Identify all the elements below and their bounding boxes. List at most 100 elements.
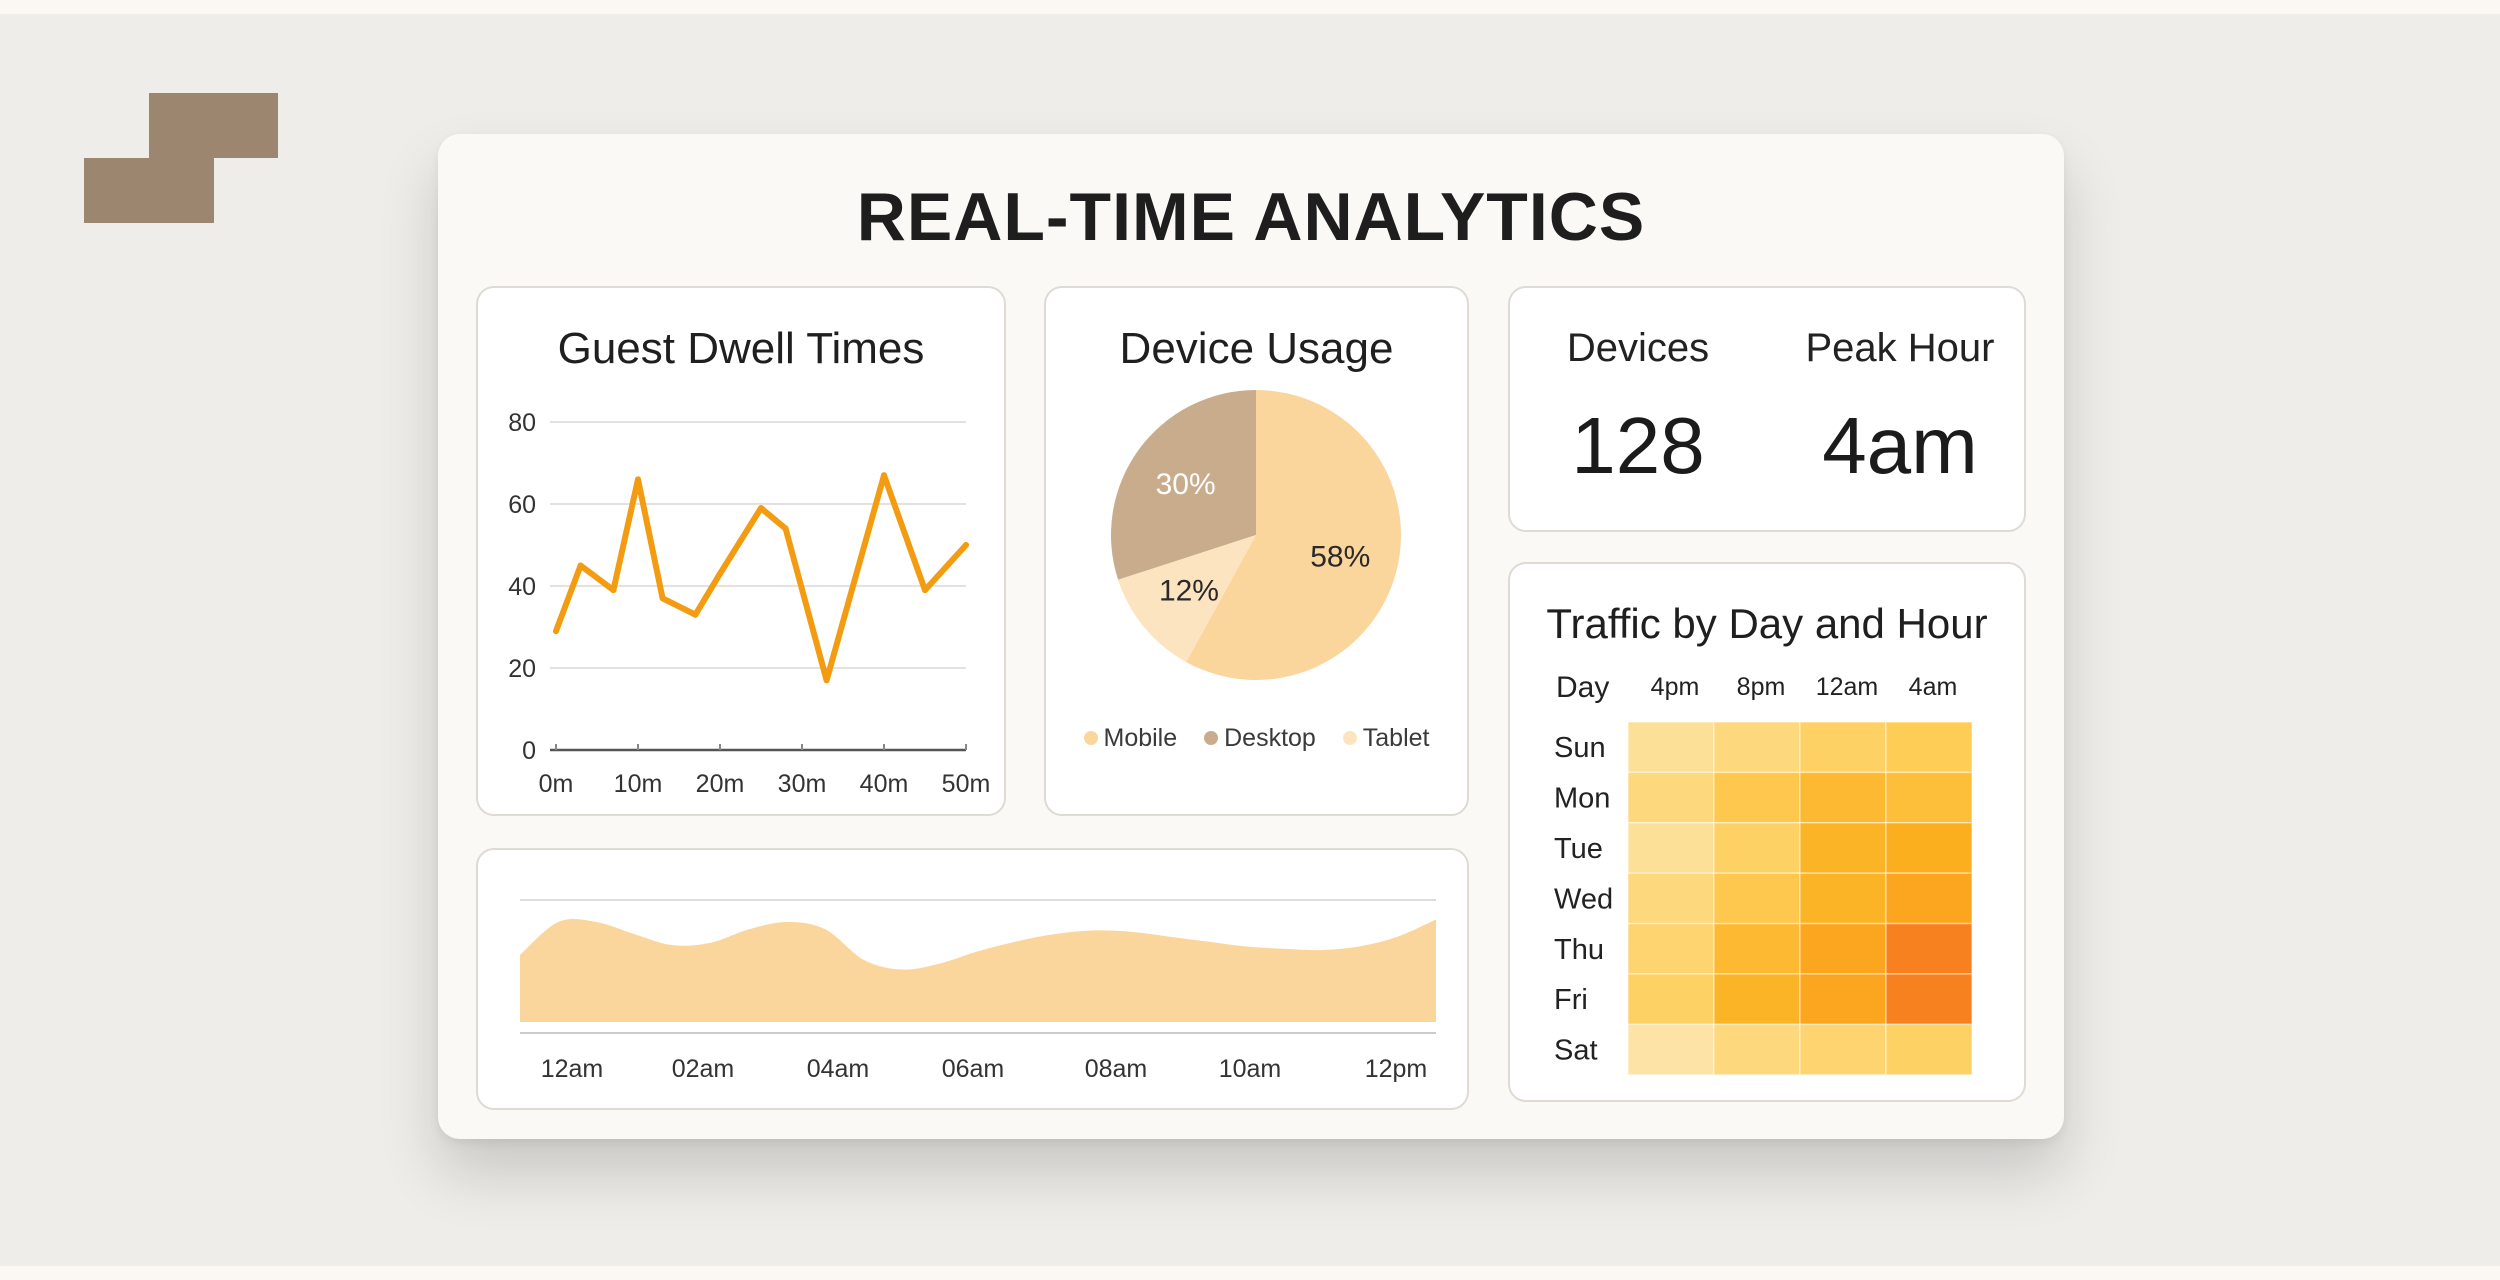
- pie-slice-mobile: [1186, 390, 1401, 680]
- legend-swatch-mobile: [1083, 731, 1098, 745]
- data-point: [610, 587, 617, 594]
- heatmap-column-label: 12am: [1816, 673, 1879, 701]
- device-usage-chart: 58% 30% 12%: [1111, 390, 1401, 680]
- legend-label-desktop: Desktop: [1224, 724, 1316, 752]
- heatmap-cell: [1799, 721, 1887, 774]
- heatmap-cell: [1799, 872, 1887, 925]
- legend-item-mobile: Mobile: [1083, 724, 1178, 753]
- heatmap-column-label: 4am: [1909, 673, 1958, 701]
- heatmap-cell: [1627, 822, 1715, 874]
- step-blocks-icon: [84, 93, 278, 223]
- heatmap-cell: [1713, 872, 1801, 925]
- heatmap-corner-label: Day: [1556, 671, 1609, 704]
- y-tick-label: 40: [508, 573, 536, 601]
- device-usage-title: Device Usage: [1119, 324, 1394, 373]
- bottom-strip: [0, 1266, 2500, 1280]
- heatmap-row-label: Sat: [1554, 1035, 1598, 1067]
- heatmap-cell: [1627, 922, 1715, 975]
- heatmap-cell: [1885, 973, 1973, 1026]
- traffic-area-chart: 12am 02am 04am 06am 08am 10am 12pm: [520, 899, 1436, 1083]
- devices-value: 128: [1571, 401, 1705, 490]
- heatmap-column-label: 8pm: [1737, 673, 1786, 701]
- heatmap-cell: [1627, 721, 1715, 774]
- page-title: REAL-TIME ANALYTICS: [856, 179, 1646, 255]
- heatmap-row-label: Thu: [1554, 934, 1604, 966]
- heatmap-cell: [1799, 822, 1887, 874]
- pie-slice-desktop: [1111, 390, 1256, 580]
- data-point: [963, 542, 969, 548]
- devices-label: Devices: [1566, 326, 1710, 370]
- y-tick-label: 60: [508, 491, 536, 519]
- dwell-times-title: Guest Dwell Times: [557, 324, 925, 373]
- data-point: [782, 525, 789, 532]
- heatmap-cell: [1885, 721, 1973, 774]
- kpi-card: Devices 128 Peak Hour 4am: [1508, 286, 2026, 532]
- traffic-heatmap: Day 4pm 8pm 12am 4am Sun Mon Tue Wed Thu Fri Sat: [1554, 671, 1973, 1076]
- heatmap-cell: [1713, 771, 1801, 824]
- traffic-heatmap-card: Traffic by Day and Hour Day 4pm 8pm 12am 4am…: [1508, 562, 2026, 1102]
- heatmap-cell: [1885, 822, 1973, 874]
- device-usage-card: Device Usage 58% 30% 12% Mobile Desktop Ta…: [1044, 286, 1469, 816]
- legend-label-tablet: Tablet: [1362, 724, 1430, 752]
- legend-item-desktop: Desktop: [1204, 724, 1316, 753]
- data-point: [659, 595, 666, 602]
- x-tick-label: 12am: [541, 1055, 604, 1083]
- heatmap-row-label: Mon: [1554, 783, 1610, 815]
- heatmap-cell: [1885, 771, 1973, 824]
- data-point: [553, 628, 559, 635]
- pie-slice-tablet: [1118, 535, 1256, 663]
- heatmap-cell: [1713, 1023, 1801, 1076]
- dwell-times-card: Guest Dwell Times 0 20 40 60 80 0m 10m 20m 30m 40…: [476, 286, 1006, 816]
- heatmap-cell: [1799, 1023, 1887, 1076]
- device-legend: Mobile Desktop Tablet: [1046, 724, 1467, 753]
- x-tick-label: 06am: [942, 1055, 1005, 1083]
- legend-label-mobile: Mobile: [1103, 724, 1178, 752]
- heatmap-row-label: Sun: [1554, 732, 1606, 764]
- heatmap-cell: [1713, 721, 1801, 774]
- pie-label-tablet: 12%: [1159, 574, 1219, 607]
- data-point: [823, 677, 830, 684]
- heatmap-cell: [1627, 973, 1715, 1026]
- data-point: [717, 570, 723, 577]
- heatmap-cell: [1713, 922, 1801, 975]
- heatmap-cell: [1627, 771, 1715, 824]
- heatmap-row-label: Wed: [1554, 883, 1613, 915]
- top-strip: [0, 0, 2500, 14]
- x-tick-label: 08am: [1085, 1055, 1148, 1083]
- heatmap-cell: [1627, 872, 1715, 925]
- heatmap-cell: [1885, 1023, 1973, 1076]
- x-tick-label: 50m: [942, 770, 991, 798]
- legend-swatch-desktop: [1204, 731, 1219, 745]
- heatmap-cell: [1713, 973, 1801, 1026]
- pie-label-desktop: 30%: [1156, 468, 1216, 501]
- y-tick-label: 0: [522, 737, 536, 765]
- legend-item-tablet: Tablet: [1342, 724, 1430, 753]
- heatmap-row-label: Fri: [1554, 984, 1588, 1016]
- y-tick-label: 80: [508, 409, 536, 437]
- x-tick-label: 40m: [860, 770, 909, 798]
- heatmap-column-label: 4pm: [1651, 673, 1700, 701]
- legend-swatch-tablet: [1342, 731, 1357, 745]
- heatmap-cell: [1885, 922, 1973, 975]
- y-tick-label: 20: [508, 655, 536, 683]
- x-tick-label: 10m: [614, 770, 663, 798]
- heatmap-cell: [1799, 973, 1887, 1026]
- heatmap-cell: [1799, 771, 1887, 824]
- x-tick-label: 04am: [807, 1055, 870, 1083]
- x-tick-label: 02am: [672, 1055, 735, 1083]
- heatmap-cell: [1799, 922, 1887, 975]
- data-point: [922, 587, 928, 594]
- peak-hour-label: Peak Hour: [1805, 326, 1995, 370]
- data-point: [881, 472, 887, 479]
- traffic-area-card: 12am 02am 04am 06am 08am 10am 12pm: [476, 848, 1469, 1110]
- data-point: [758, 505, 764, 512]
- data-point: [635, 476, 641, 483]
- heatmap-cell: [1627, 1023, 1715, 1076]
- x-tick-label: 12pm: [1365, 1055, 1428, 1083]
- peak-hour-value: 4am: [1822, 401, 1978, 490]
- x-tick-label: 30m: [778, 770, 827, 798]
- heatmap-row-label: Tue: [1554, 833, 1603, 865]
- dwell-times-chart: 0 20 40 60 80 0m 10m 20m 30m 40m 50m: [508, 409, 991, 798]
- heatmap-cell: [1713, 822, 1801, 874]
